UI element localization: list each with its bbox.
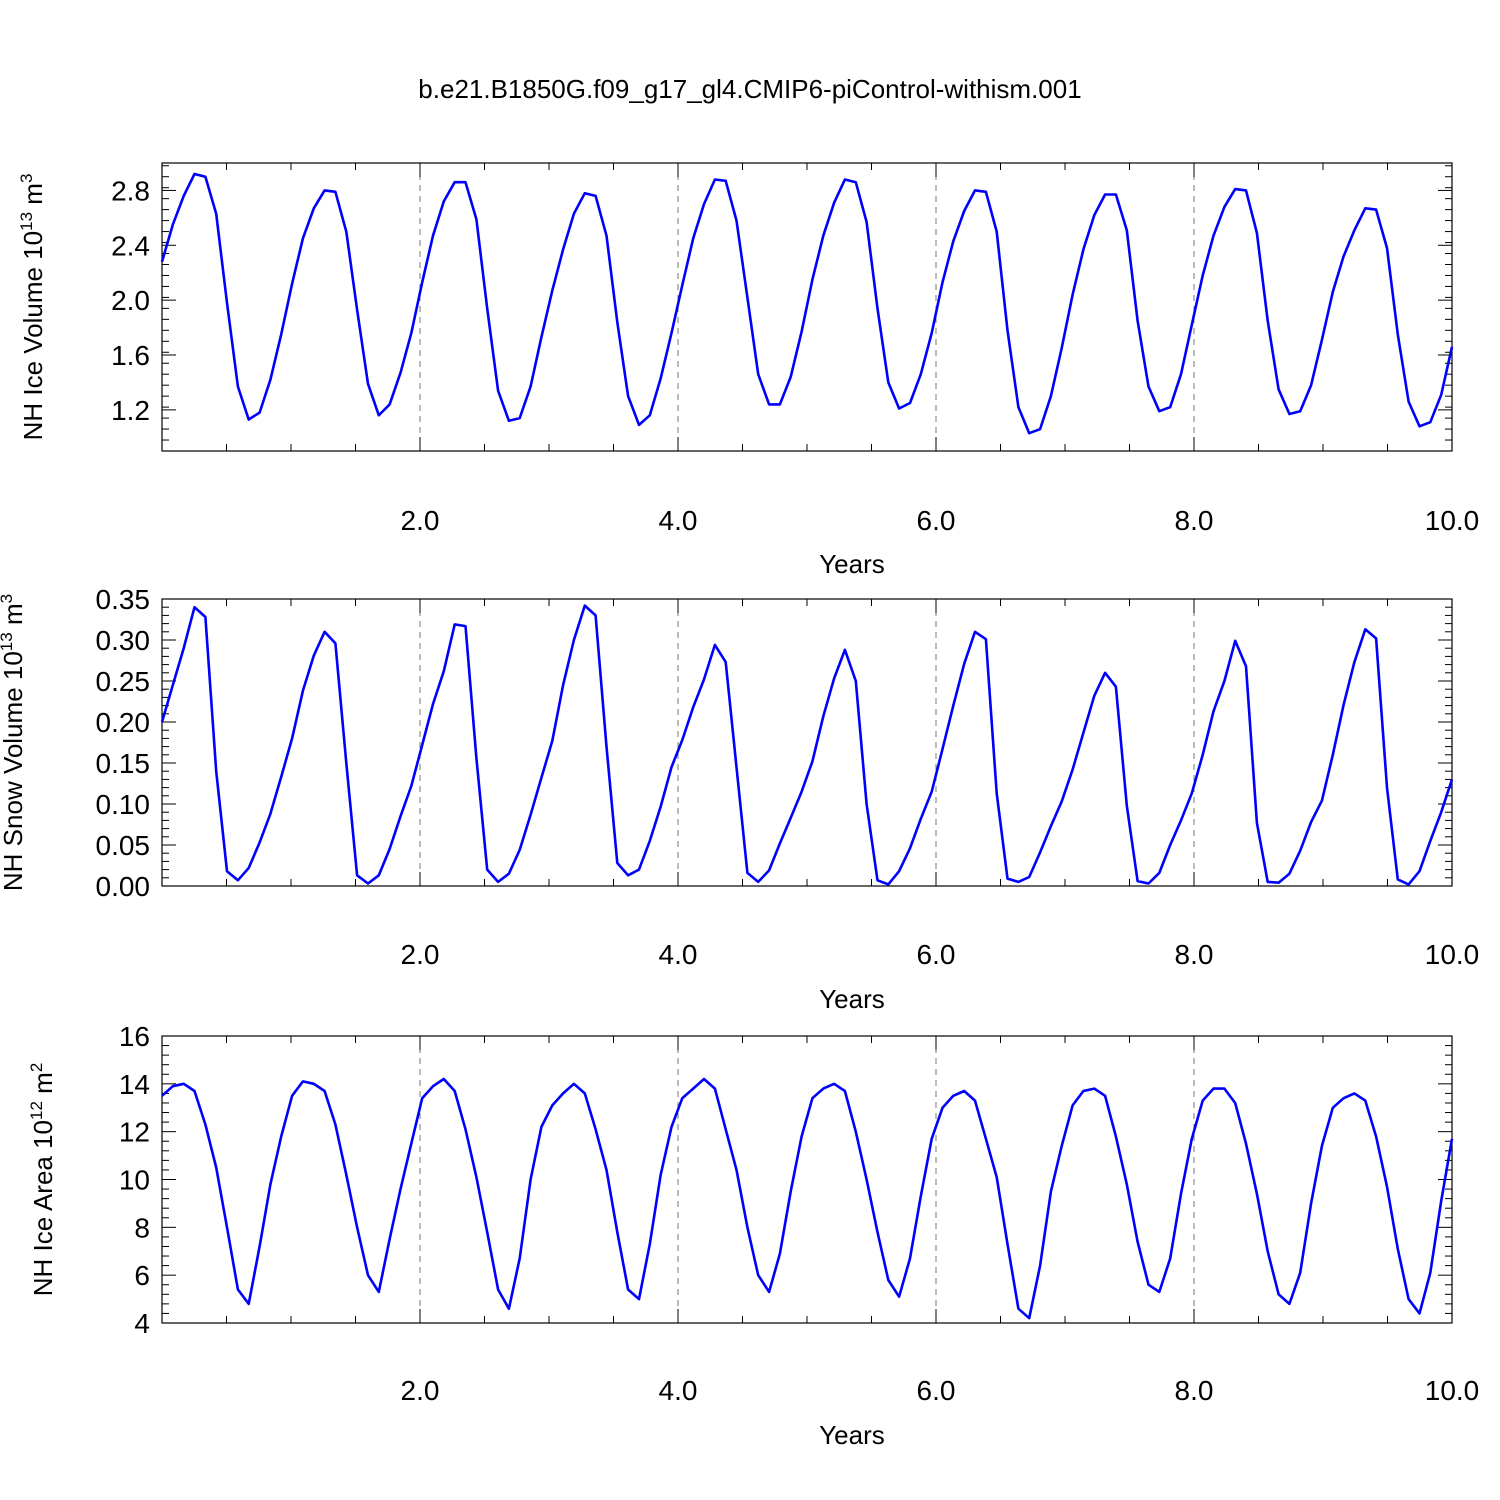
- y-tick-label: 0.10: [96, 789, 151, 820]
- y-tick-label: 6: [134, 1260, 150, 1291]
- y-tick-label: 0.05: [96, 830, 151, 861]
- y-tick-label: 0.30: [96, 625, 151, 656]
- y-axis-title-unit: m: [28, 1072, 58, 1101]
- y-axis-title: NH Snow Volume 1013 m3: [0, 594, 28, 891]
- x-tick-label: 2.0: [401, 505, 440, 536]
- y-tick-label: 12: [119, 1117, 150, 1148]
- y-axis-title-exponent: 12: [27, 1101, 46, 1120]
- x-tick-label: 8.0: [1175, 1375, 1214, 1406]
- x-tick-label: 8.0: [1175, 939, 1214, 970]
- plot-frame: [161, 598, 1453, 887]
- y-tick-label: 10: [119, 1165, 150, 1196]
- y-tick-label: 0.15: [96, 748, 151, 779]
- x-axis-title: Years: [819, 1420, 885, 1450]
- y-tick-label: 16: [119, 1021, 150, 1052]
- y-tick-label: 0.00: [96, 871, 151, 902]
- y-axis-title-unit-exponent: 3: [0, 594, 16, 603]
- x-tick-label: 4.0: [659, 1375, 698, 1406]
- x-tick-label: 2.0: [401, 939, 440, 970]
- y-axis-title-text: NH Ice Volume 10: [18, 231, 48, 441]
- x-axis-title: Years: [819, 549, 885, 579]
- x-tick-label: 4.0: [659, 505, 698, 536]
- chart-main-title: b.e21.B1850G.f09_g17_gl4.CMIP6-piControl…: [418, 74, 1082, 104]
- x-tick-label: 6.0: [917, 1375, 956, 1406]
- x-tick-label: 6.0: [917, 939, 956, 970]
- y-tick-label: 0.35: [96, 584, 151, 615]
- y-axis-title-unit-exponent: 3: [17, 174, 36, 183]
- y-axis-title: NH Ice Area 1012 m2: [27, 1063, 58, 1297]
- x-tick-label: 4.0: [659, 939, 698, 970]
- y-tick-label: 2.8: [111, 175, 150, 206]
- plot-frame: [161, 1035, 1453, 1324]
- x-axis-title: Years: [819, 984, 885, 1014]
- series-line: [161, 1077, 1454, 1320]
- series-line: [160, 172, 1454, 435]
- y-axis-title-exponent: 13: [0, 632, 16, 651]
- y-tick-label: 1.6: [111, 340, 150, 371]
- y-axis-title-unit: m: [18, 183, 48, 212]
- y-axis-title: NH Ice Volume 1013 m3: [17, 174, 48, 441]
- y-tick-label: 2.4: [111, 230, 150, 261]
- chart-panel-3: 2.0 4.0 6.0 8.0 10.0 4 6 8 10 12 14 16 Years NH Ice A…: [27, 1021, 1479, 1450]
- x-tick-label: 2.0: [401, 1375, 440, 1406]
- chart-panel-1: 2.0 4.0 6.0 8.0 10.0 1.2 1.6 2.0 2.4 2.8 Years NH I…: [17, 162, 1480, 579]
- x-tick-label: 10.0: [1425, 1375, 1480, 1406]
- y-tick-label: 0.20: [96, 707, 151, 738]
- y-axis-title-unit: m: [0, 603, 28, 632]
- y-tick-label: 0.25: [96, 666, 151, 697]
- chart-panel-2: 2.0 4.0 6.0 8.0 10.0 0.00 0.05 0.10 0.15 0.20 0.25…: [0, 584, 1479, 1014]
- x-tick-label: 6.0: [917, 505, 956, 536]
- y-axis-title-text: NH Snow Volume 10: [0, 651, 28, 891]
- y-tick-label: 2.0: [111, 285, 150, 316]
- y-tick-label: 8: [134, 1212, 150, 1243]
- y-tick-label: 14: [119, 1069, 150, 1100]
- series-line: [160, 604, 1454, 886]
- x-tick-label: 8.0: [1175, 505, 1214, 536]
- y-axis-title-exponent: 13: [17, 212, 36, 231]
- y-axis-title-text: NH Ice Area 10: [28, 1120, 58, 1296]
- y-tick-label: 1.2: [111, 395, 150, 426]
- y-tick-label: 4: [134, 1308, 150, 1339]
- y-axis-title-unit-exponent: 2: [27, 1063, 46, 1072]
- x-tick-label: 10.0: [1425, 505, 1480, 536]
- x-tick-label: 10.0: [1425, 939, 1480, 970]
